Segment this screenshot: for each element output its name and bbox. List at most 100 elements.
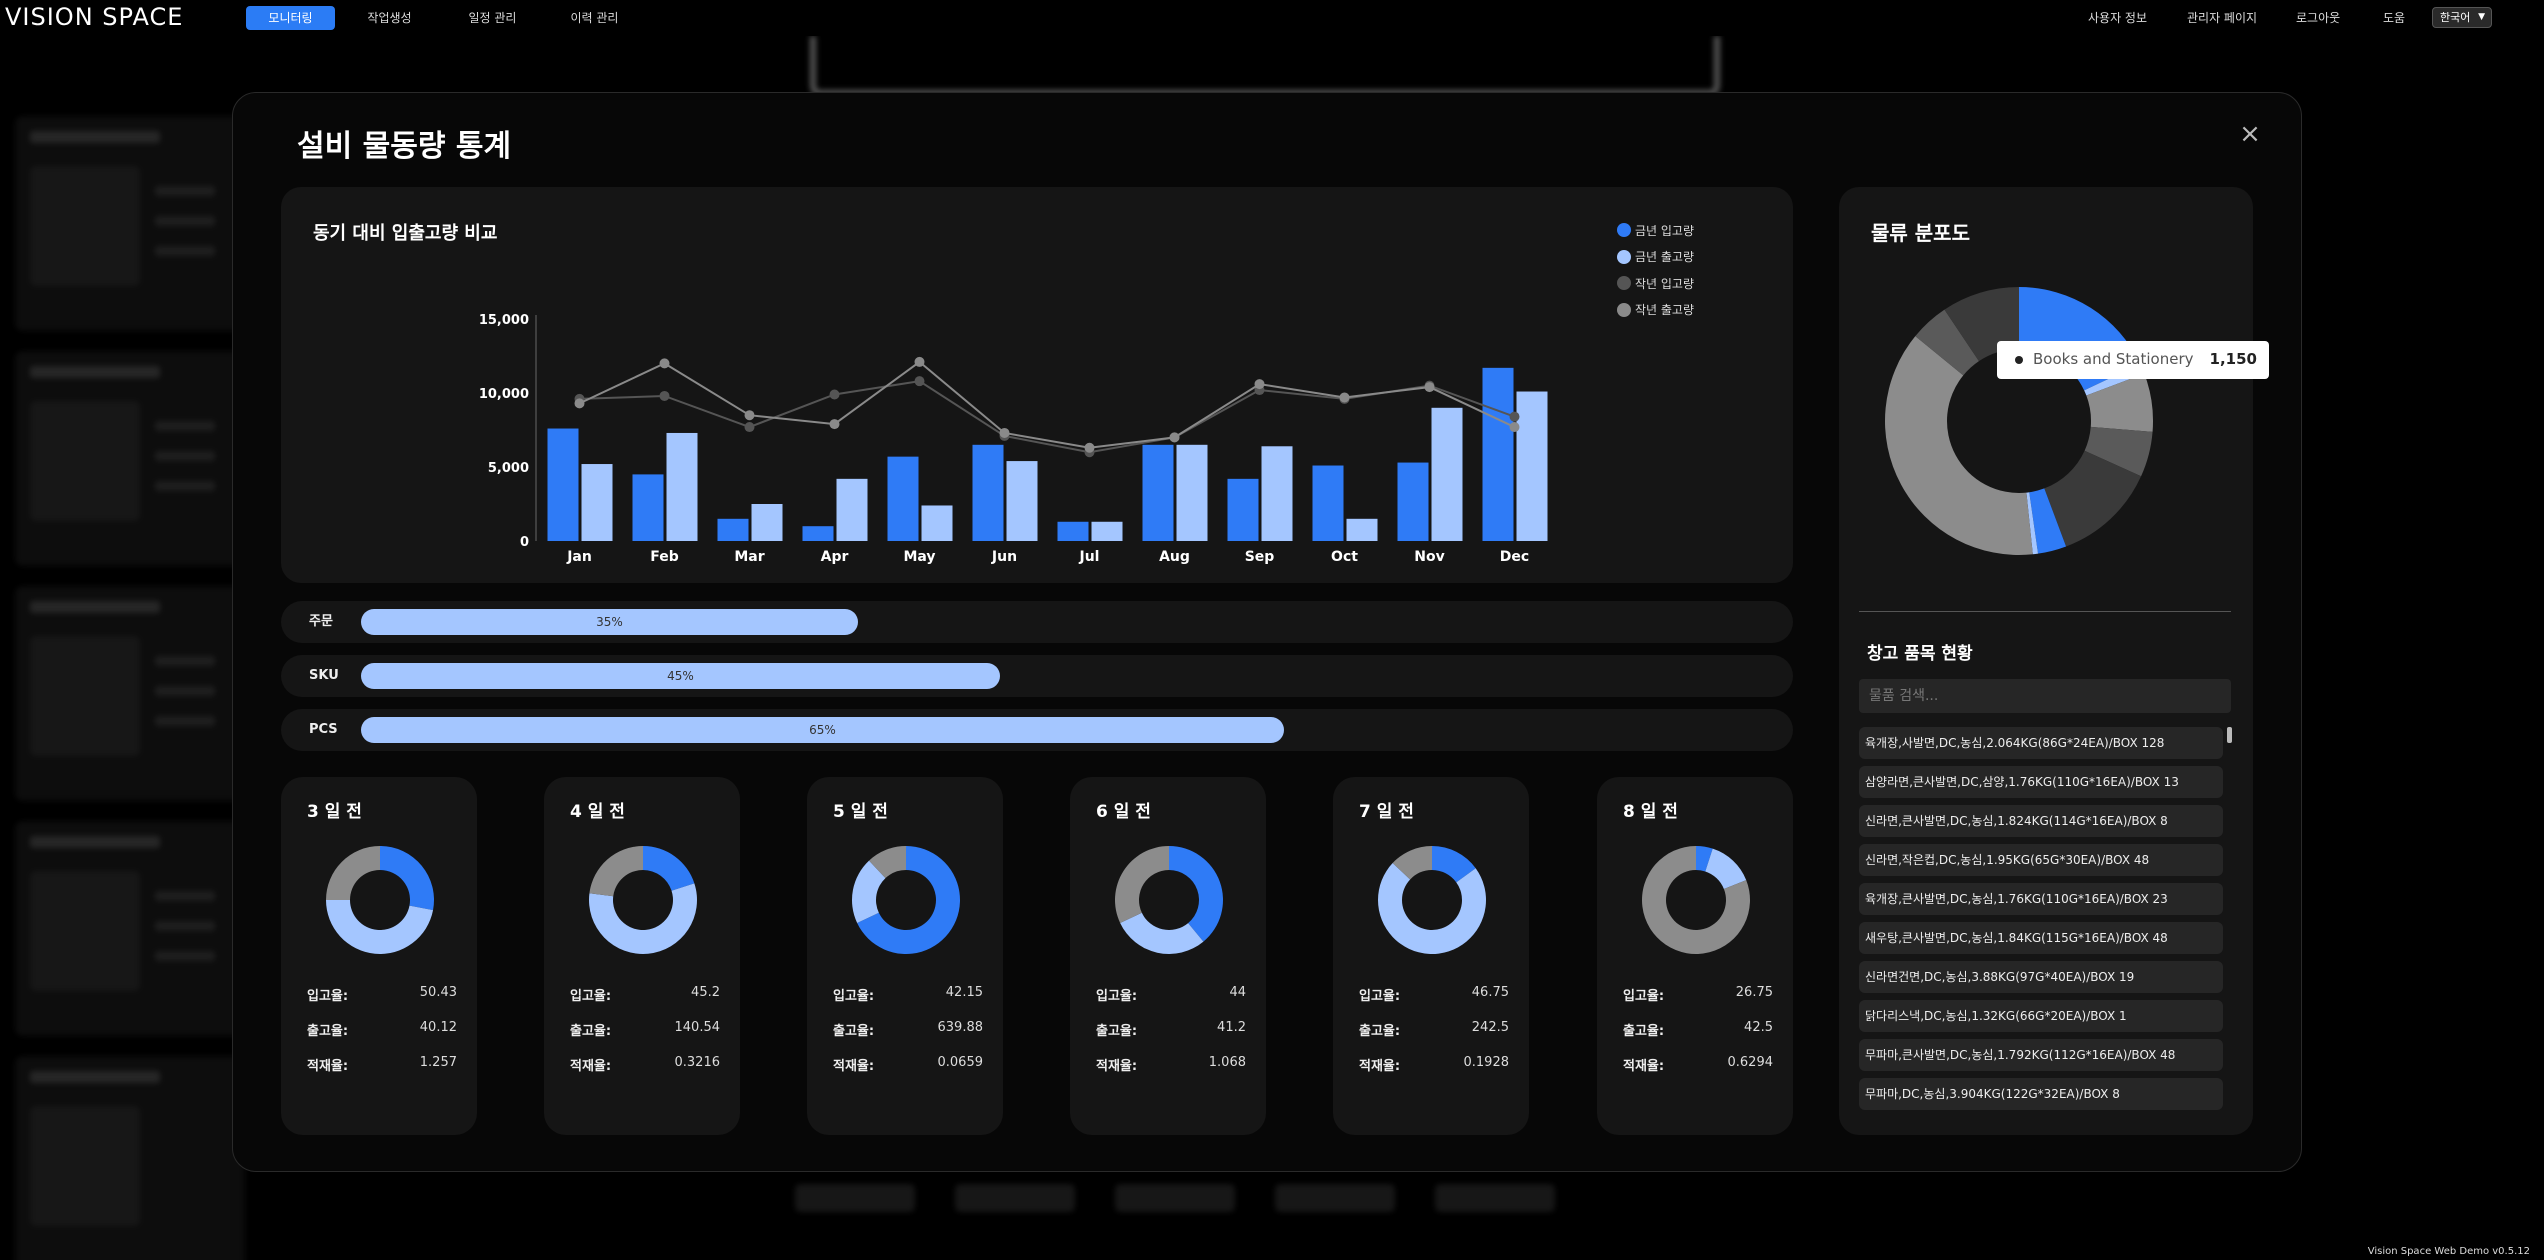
list-item[interactable]: 새우탕,큰사발면,DC,농심,1.84KG(115G*16EA)/BOX 48 xyxy=(1859,922,2223,954)
donut-slice[interactable] xyxy=(326,846,380,900)
donut-slice[interactable] xyxy=(2044,450,2142,547)
line-point[interactable] xyxy=(1424,382,1435,393)
line-point[interactable] xyxy=(744,422,755,433)
donut-slice[interactable] xyxy=(1696,846,1713,872)
donut-slice[interactable] xyxy=(1642,846,1750,954)
list-item[interactable]: 신라면,큰사발면,DC,농심,1.824KG(114G*16EA)/BOX 8 xyxy=(1859,805,2223,837)
day-title: 7 일 전 xyxy=(1359,802,1414,822)
bar-inbound[interactable] xyxy=(887,456,919,541)
donut-slice[interactable] xyxy=(589,883,697,954)
bar-inbound[interactable] xyxy=(1227,478,1259,541)
donut-slice[interactable] xyxy=(857,846,960,954)
donut-slice[interactable] xyxy=(1885,336,2033,555)
legend-item[interactable]: 금년 출고량 xyxy=(1617,244,1694,271)
user-info-link[interactable]: 사용자 정보 xyxy=(2088,11,2148,25)
bar-outbound[interactable] xyxy=(1006,461,1038,541)
donut-slice[interactable] xyxy=(1915,309,1979,376)
bar-outbound[interactable] xyxy=(1176,444,1208,541)
legend-item[interactable]: 금년 입고량 xyxy=(1617,217,1694,244)
line-point[interactable] xyxy=(1509,422,1520,433)
progress-fill: 65% xyxy=(361,717,1284,743)
scrollbar-thumb[interactable] xyxy=(2227,727,2232,743)
bar-inbound[interactable] xyxy=(972,444,1004,541)
bar-outbound[interactable] xyxy=(1346,518,1378,541)
admin-page-link[interactable]: 관리자 페이지 xyxy=(2187,11,2258,25)
help-link[interactable]: 도움 xyxy=(2383,11,2406,25)
donut-slice[interactable] xyxy=(852,860,886,923)
line-point[interactable] xyxy=(659,358,670,369)
line-point[interactable] xyxy=(1084,442,1095,453)
bar-outbound[interactable] xyxy=(921,505,953,541)
legend-item[interactable]: 작년 입고량 xyxy=(1617,270,1694,297)
list-item[interactable]: 무파마,큰사발면,DC,농심,1.792KG(112G*16EA)/BOX 48 xyxy=(1859,1039,2223,1071)
donut-slice[interactable] xyxy=(1378,863,1486,954)
bar-outbound[interactable] xyxy=(1431,407,1463,541)
donut-slice[interactable] xyxy=(1120,912,1204,954)
day-card: 8 일 전 입고율: 26.75 출고율: 42.5 적재율: 0.6294 xyxy=(1597,777,1793,1135)
line-point[interactable] xyxy=(659,390,670,401)
list-item[interactable]: 신라면건면,DC,농심,3.88KG(97G*40EA)/BOX 19 xyxy=(1859,961,2223,993)
comparison-bar-chart: 0 5,000 10,000 15,000 Jan Feb Mar Apr May Jun Jul A… xyxy=(479,313,1548,565)
bar-outbound[interactable] xyxy=(666,432,698,541)
bar-outbound[interactable] xyxy=(751,504,783,541)
language-select[interactable]: 한국어 ▼ xyxy=(2432,7,2492,28)
tab-job-create[interactable]: 작업생성 xyxy=(367,11,412,25)
bar-outbound[interactable] xyxy=(1261,446,1293,541)
line-point[interactable] xyxy=(999,427,1010,438)
line-point[interactable] xyxy=(829,389,840,400)
tab-history[interactable]: 이력 관리 xyxy=(570,11,619,25)
list-item[interactable]: 무파마,DC,농심,3.904KG(122G*32EA)/BOX 8 xyxy=(1859,1078,2223,1110)
item-search-input[interactable] xyxy=(1859,679,2231,713)
donut-slice[interactable] xyxy=(1169,846,1223,942)
line-point[interactable] xyxy=(914,356,925,367)
line-point[interactable] xyxy=(574,398,585,409)
list-item[interactable]: 삼양라면,큰사발면,DC,삼양,1.76KG(110G*16EA)/BOX 13 xyxy=(1859,766,2223,798)
line-point[interactable] xyxy=(914,376,925,387)
donut-slice[interactable] xyxy=(2084,426,2153,477)
line-point[interactable] xyxy=(1339,392,1350,403)
bar-inbound[interactable] xyxy=(547,428,579,541)
list-item[interactable]: 육개장,사발면,DC,농심,2.064KG(86G*24EA)/BOX 128 xyxy=(1859,727,2223,759)
donut-slice[interactable] xyxy=(1115,846,1169,923)
bar-outbound[interactable] xyxy=(1091,521,1123,541)
donut-slice[interactable] xyxy=(869,846,906,879)
bar-inbound[interactable] xyxy=(1482,367,1514,541)
line-point[interactable] xyxy=(1169,432,1180,443)
day-card: 3 일 전 입고율: 50.43 출고율: 40.12 적재율: 1.257 xyxy=(281,777,477,1135)
close-icon[interactable]: × xyxy=(2239,119,2261,149)
list-item[interactable]: 신라면,작은컵,DC,농심,1.95KG(65G*30EA)/BOX 48 xyxy=(1859,844,2223,876)
donut-slice[interactable] xyxy=(1432,846,1476,883)
logout-link[interactable]: 로그아웃 xyxy=(2296,11,2341,25)
legend-item[interactable]: 작년 출고량 xyxy=(1617,297,1694,324)
bar-outbound[interactable] xyxy=(1516,391,1548,541)
line-point[interactable] xyxy=(1254,379,1265,390)
donut-slice[interactable] xyxy=(1705,848,1747,889)
line-point[interactable] xyxy=(744,410,755,421)
donut-slice[interactable] xyxy=(326,900,434,954)
donut-slice[interactable] xyxy=(2026,492,2039,555)
donut-slice[interactable] xyxy=(2029,488,2067,554)
bar-inbound[interactable] xyxy=(1057,521,1089,541)
list-scrollbar[interactable] xyxy=(2227,727,2233,1123)
list-item[interactable]: 닭다리스낵,DC,농심,1.32KG(66G*20EA)/BOX 1 xyxy=(1859,1000,2223,1032)
line-point[interactable] xyxy=(1509,411,1520,422)
donut-slice[interactable] xyxy=(643,846,695,891)
bar-inbound[interactable] xyxy=(1397,462,1429,541)
donut-slice[interactable] xyxy=(589,846,643,897)
donut-slice[interactable] xyxy=(380,846,434,911)
list-item[interactable]: 육개장,큰사발면,DC,농심,1.76KG(110G*16EA)/BOX 23 xyxy=(1859,883,2223,915)
bar-inbound[interactable] xyxy=(1142,444,1174,541)
bar-inbound[interactable] xyxy=(1312,465,1344,541)
bar-inbound[interactable] xyxy=(802,526,834,541)
in-rate-label: 입고율: xyxy=(307,989,349,1004)
bar-outbound[interactable] xyxy=(581,464,613,541)
donut-slice[interactable] xyxy=(1392,846,1432,880)
tab-monitoring[interactable]: 모니터링 xyxy=(246,6,335,30)
tab-schedule[interactable]: 일정 관리 xyxy=(468,11,517,25)
bar-inbound[interactable] xyxy=(717,518,749,541)
donut-slice[interactable] xyxy=(2086,373,2153,432)
line-point[interactable] xyxy=(829,419,840,430)
bar-inbound[interactable] xyxy=(632,474,664,541)
out-rate-value: 242.5 xyxy=(1471,1020,1509,1035)
bar-outbound[interactable] xyxy=(836,478,868,541)
